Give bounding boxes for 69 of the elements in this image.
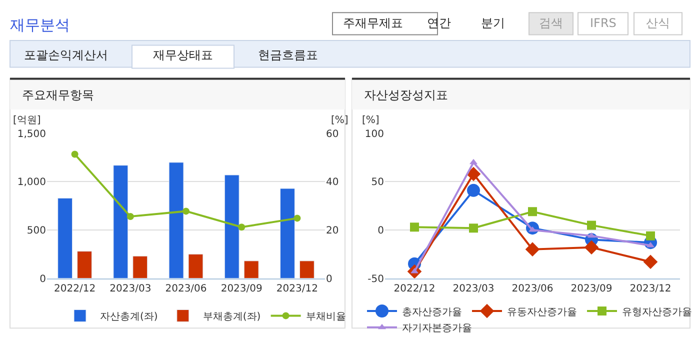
bar — [77, 251, 92, 278]
legend-label: 자산총계(좌) — [100, 312, 158, 323]
x-tick-label: 2023/03 — [452, 283, 494, 294]
text: 재무분석 — [10, 16, 70, 34]
x-tick-label: 2023/12 — [276, 283, 318, 294]
point — [182, 208, 190, 215]
text: 재무상태표 — [153, 48, 213, 62]
y-tick-label: 0 — [378, 226, 384, 237]
y2-tick-label: 60 — [326, 128, 339, 140]
x-tick-label: 2023/06 — [165, 283, 207, 294]
y2-tick-label: 20 — [326, 226, 339, 237]
y2-axis-title: [%] — [331, 115, 348, 126]
bar — [244, 260, 259, 278]
y-tick-label: 100 — [364, 128, 384, 140]
text: 주재무제표 — [343, 16, 403, 30]
point — [466, 166, 481, 182]
y-axis-title: [%] — [362, 115, 380, 126]
point — [584, 240, 599, 255]
chart-title: 자산성장성지표 — [364, 88, 448, 102]
y-tick-label: 1,000 — [17, 177, 46, 188]
y-tick-label: -50 — [368, 274, 384, 285]
y-tick-label: 1,500 — [17, 128, 46, 140]
x-tick-label: 2022/12 — [394, 283, 436, 294]
legend-label: 부채총계(좌) — [202, 312, 261, 323]
legend-label: 유동자산증가율 — [507, 306, 577, 318]
y-tick-label: 500 — [26, 226, 46, 237]
point — [294, 214, 301, 222]
x-tick-label: 2023/09 — [220, 283, 262, 294]
text: IFRS — [590, 16, 616, 30]
y-tick-label: 0 — [40, 274, 46, 285]
point — [469, 224, 478, 233]
point — [410, 222, 419, 232]
y2-tick-label: 40 — [326, 177, 339, 188]
legend-label: 부채비율 — [306, 312, 346, 323]
text: 산식 — [646, 16, 670, 30]
bar — [132, 256, 148, 278]
bar — [280, 188, 295, 278]
text: 포괄손익계산서 — [24, 48, 108, 62]
bar — [113, 165, 128, 278]
point — [238, 224, 246, 231]
y2-tick-label: 0 — [326, 274, 332, 285]
legend-label: 자기자본증가율 — [402, 323, 472, 334]
point — [71, 150, 78, 158]
text: 검색 — [539, 16, 563, 30]
bar — [168, 162, 184, 278]
y-axis-title: [억원] — [13, 115, 41, 126]
point — [646, 231, 655, 240]
x-tick-label: 2023/06 — [512, 283, 554, 294]
text: 분기 — [481, 16, 505, 30]
x-tick-label: 2023/12 — [630, 283, 672, 294]
x-tick-label: 2022/12 — [54, 283, 96, 294]
point — [467, 184, 480, 197]
x-tick-label: 2023/03 — [110, 283, 152, 294]
chart-title: 주요재무항목 — [22, 88, 94, 102]
legend-label: 총자산증가율 — [402, 306, 462, 318]
point — [525, 242, 540, 256]
text: 현금흐름표 — [258, 48, 318, 62]
y-tick-label: 50 — [371, 177, 384, 188]
point — [643, 254, 658, 270]
bar — [58, 198, 73, 278]
bar — [224, 174, 240, 278]
legend-label: 유형자산증가율 — [622, 306, 692, 318]
text: 연간 — [427, 16, 451, 30]
bar — [188, 254, 204, 278]
point — [587, 220, 596, 230]
x-tick-label: 2023/09 — [570, 283, 612, 294]
bar — [299, 260, 314, 278]
point — [126, 213, 134, 220]
point — [528, 207, 537, 216]
